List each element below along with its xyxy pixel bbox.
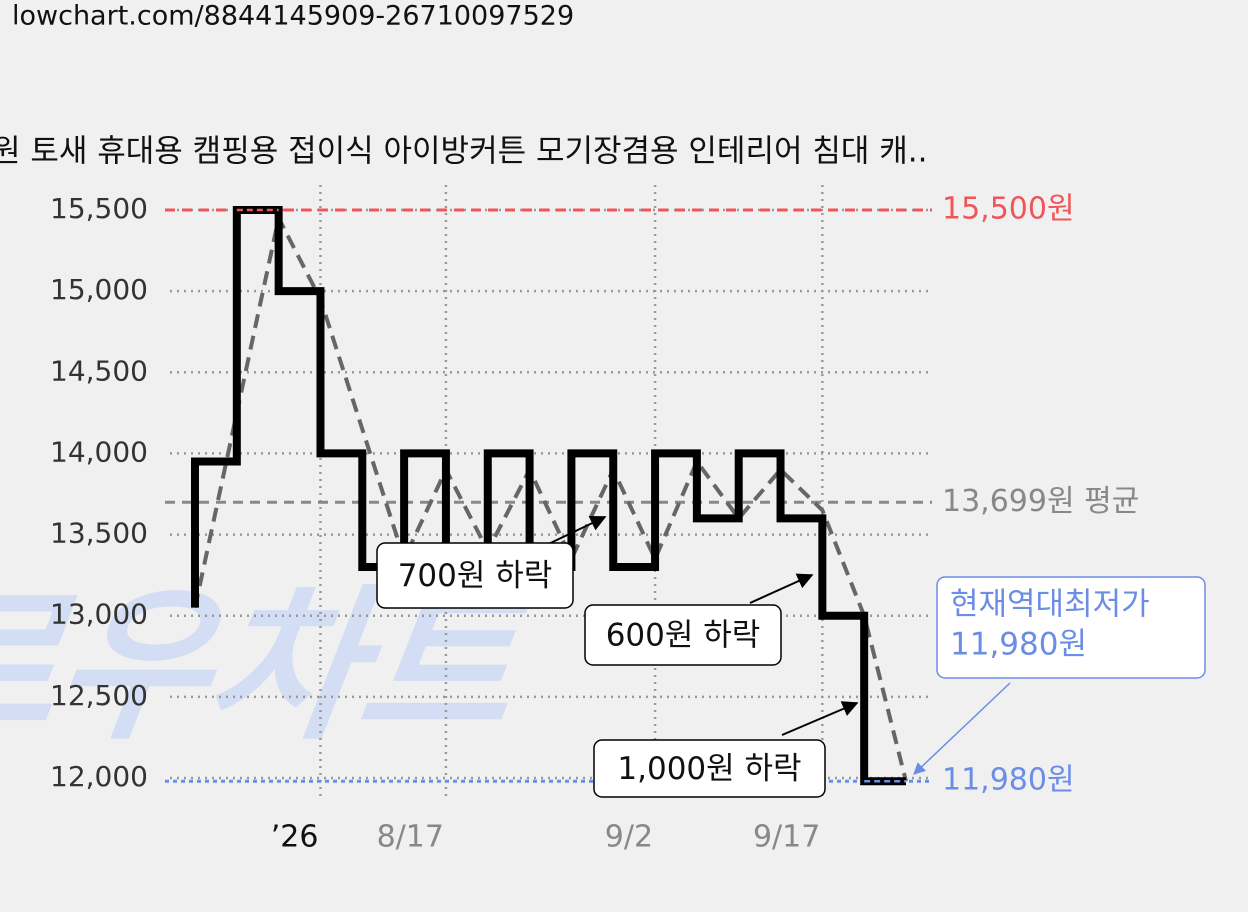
annotation-box bbox=[376, 542, 574, 609]
lowest-box bbox=[936, 576, 1206, 679]
y-tick-label: 12,500 bbox=[50, 679, 148, 712]
annotation-box bbox=[593, 739, 826, 798]
x-tick-label: ’26 bbox=[271, 820, 319, 855]
reference-label: 15,500원 bbox=[942, 192, 1075, 227]
y-tick-label: 13,000 bbox=[50, 598, 148, 631]
y-tick-label: 14,500 bbox=[50, 354, 148, 387]
annotation-box bbox=[584, 604, 782, 666]
trend-line bbox=[193, 212, 908, 782]
y-tick-label: 15,500 bbox=[50, 192, 148, 225]
url: lowchart.com/8844145909-26710097529 bbox=[12, 1, 574, 32]
x-tick-label: 9/17 bbox=[753, 820, 820, 855]
chart-title: 원 토새 휴대용 캠핑용 접이식 아이방커튼 모기장겸용 인테리어 침대 캐.. bbox=[0, 134, 927, 170]
reference-label: 13,699원 평균 bbox=[942, 484, 1139, 519]
y-tick-label: 14,000 bbox=[50, 435, 148, 468]
annotation-text: 700원 하락 bbox=[398, 558, 553, 594]
x-tick-label: 9/2 bbox=[605, 820, 653, 855]
lowest-text: 현재역대최저가 bbox=[950, 587, 1150, 623]
annotation-text: 600원 하락 bbox=[606, 618, 761, 654]
lowest-arrow bbox=[913, 682, 1011, 775]
y-tick-label: 12,000 bbox=[50, 760, 148, 793]
lowest-text: 11,980원 bbox=[950, 627, 1087, 663]
x-tick-label: 8/17 bbox=[377, 820, 444, 855]
annotation-arrow bbox=[749, 573, 814, 604]
annotation-text: 1,000원 하락 bbox=[617, 751, 801, 787]
reference-label: 11,980원 bbox=[942, 763, 1075, 798]
y-tick-label: 15,000 bbox=[50, 273, 148, 306]
annotation-arrow bbox=[781, 701, 859, 736]
y-tick-label: 13,500 bbox=[50, 517, 148, 550]
